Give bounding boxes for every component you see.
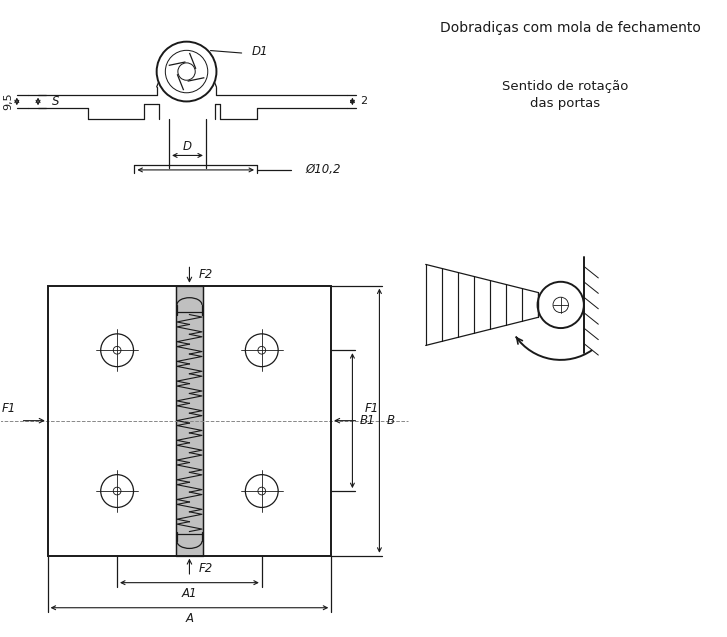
Text: D: D (183, 140, 192, 154)
Bar (48, 285, 332, 555)
Text: das portas: das portas (531, 97, 601, 110)
Text: F1: F1 (2, 401, 16, 415)
Text: Dobradiças com mola de fechamento: Dobradiças com mola de fechamento (440, 21, 701, 35)
Text: 2: 2 (360, 96, 367, 106)
Text: D1: D1 (252, 45, 268, 58)
Text: Sentido de rotação: Sentido de rotação (502, 80, 629, 92)
Text: B: B (387, 414, 395, 427)
Bar (176, 285, 203, 555)
Text: F2: F2 (199, 562, 213, 575)
Text: S: S (52, 95, 59, 108)
Text: Ø10,2: Ø10,2 (305, 164, 341, 176)
Text: B1: B1 (360, 414, 376, 427)
Text: 9,5: 9,5 (3, 92, 13, 110)
Text: F2: F2 (199, 268, 213, 280)
Text: F1: F1 (364, 401, 379, 415)
Text: A: A (185, 612, 193, 625)
Text: A1: A1 (182, 587, 197, 600)
